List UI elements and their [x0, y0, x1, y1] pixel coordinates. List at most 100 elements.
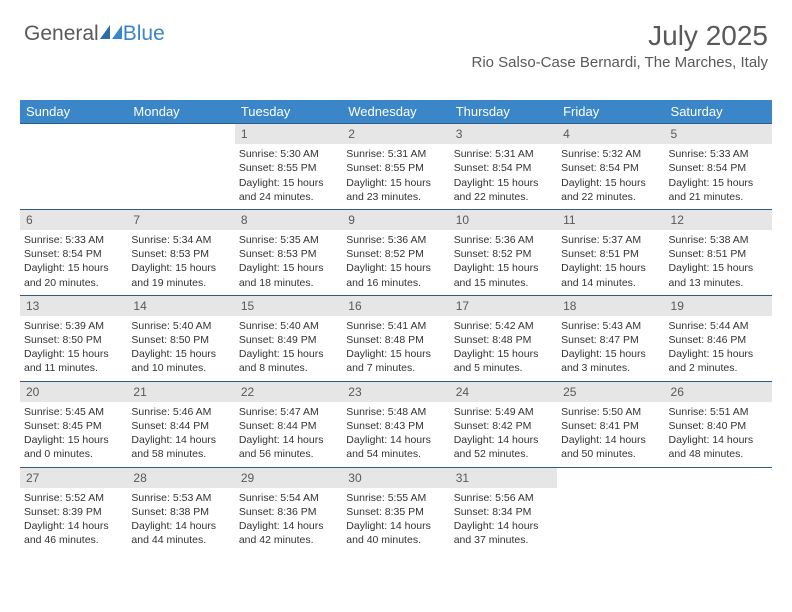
day-cell: 26Sunrise: 5:51 AMSunset: 8:40 PMDayligh… [665, 382, 772, 467]
location-text: Rio Salso-Case Bernardi, The Marches, It… [471, 54, 768, 71]
week-row: 13Sunrise: 5:39 AMSunset: 8:50 PMDayligh… [20, 295, 772, 381]
day-cell: 3Sunrise: 5:31 AMSunset: 8:54 PMDaylight… [450, 124, 557, 209]
day-cell: 7Sunrise: 5:34 AMSunset: 8:53 PMDaylight… [127, 210, 234, 295]
day-number: 21 [127, 382, 234, 402]
day-body: Sunrise: 5:54 AMSunset: 8:36 PMDaylight:… [235, 488, 342, 553]
day-body: Sunrise: 5:46 AMSunset: 8:44 PMDaylight:… [127, 402, 234, 467]
day-cell: 22Sunrise: 5:47 AMSunset: 8:44 PMDayligh… [235, 382, 342, 467]
day-number: 30 [342, 468, 449, 488]
brand-text-general: General [24, 22, 99, 46]
day-number: 9 [342, 210, 449, 230]
day-body: Sunrise: 5:40 AMSunset: 8:50 PMDaylight:… [127, 316, 234, 381]
day-cell [127, 124, 234, 209]
day-body: Sunrise: 5:33 AMSunset: 8:54 PMDaylight:… [665, 144, 772, 209]
day-number: 24 [450, 382, 557, 402]
day-cell: 17Sunrise: 5:42 AMSunset: 8:48 PMDayligh… [450, 296, 557, 381]
week-row: 20Sunrise: 5:45 AMSunset: 8:45 PMDayligh… [20, 381, 772, 467]
day-number: 17 [450, 296, 557, 316]
day-number: 5 [665, 124, 772, 144]
day-body: Sunrise: 5:47 AMSunset: 8:44 PMDaylight:… [235, 402, 342, 467]
dow-cell: Sunday [20, 100, 127, 123]
day-number: 29 [235, 468, 342, 488]
day-body: Sunrise: 5:37 AMSunset: 8:51 PMDaylight:… [557, 230, 664, 295]
day-cell: 15Sunrise: 5:40 AMSunset: 8:49 PMDayligh… [235, 296, 342, 381]
day-body: Sunrise: 5:53 AMSunset: 8:38 PMDaylight:… [127, 488, 234, 553]
brand-logo: General Blue [24, 22, 165, 46]
day-number: 19 [665, 296, 772, 316]
calendar-grid: SundayMondayTuesdayWednesdayThursdayFrid… [20, 100, 772, 552]
day-cell: 13Sunrise: 5:39 AMSunset: 8:50 PMDayligh… [20, 296, 127, 381]
dow-cell: Tuesday [235, 100, 342, 123]
day-cell: 10Sunrise: 5:36 AMSunset: 8:52 PMDayligh… [450, 210, 557, 295]
page: General Blue July 2025 Rio Salso-Case Be… [0, 0, 792, 612]
day-cell: 29Sunrise: 5:54 AMSunset: 8:36 PMDayligh… [235, 468, 342, 553]
day-body: Sunrise: 5:49 AMSunset: 8:42 PMDaylight:… [450, 402, 557, 467]
day-number: 25 [557, 382, 664, 402]
day-body: Sunrise: 5:45 AMSunset: 8:45 PMDaylight:… [20, 402, 127, 467]
day-body: Sunrise: 5:36 AMSunset: 8:52 PMDaylight:… [342, 230, 449, 295]
day-body: Sunrise: 5:48 AMSunset: 8:43 PMDaylight:… [342, 402, 449, 467]
day-cell [557, 468, 664, 553]
week-row: 1Sunrise: 5:30 AMSunset: 8:55 PMDaylight… [20, 123, 772, 209]
day-number: 16 [342, 296, 449, 316]
day-cell: 12Sunrise: 5:38 AMSunset: 8:51 PMDayligh… [665, 210, 772, 295]
day-body: Sunrise: 5:35 AMSunset: 8:53 PMDaylight:… [235, 230, 342, 295]
weeks-container: 1Sunrise: 5:30 AMSunset: 8:55 PMDaylight… [20, 123, 772, 552]
day-body: Sunrise: 5:39 AMSunset: 8:50 PMDaylight:… [20, 316, 127, 381]
day-body: Sunrise: 5:30 AMSunset: 8:55 PMDaylight:… [235, 144, 342, 209]
week-row: 27Sunrise: 5:52 AMSunset: 8:39 PMDayligh… [20, 467, 772, 553]
day-number: 14 [127, 296, 234, 316]
day-cell: 18Sunrise: 5:43 AMSunset: 8:47 PMDayligh… [557, 296, 664, 381]
day-number: 27 [20, 468, 127, 488]
day-cell: 20Sunrise: 5:45 AMSunset: 8:45 PMDayligh… [20, 382, 127, 467]
day-body: Sunrise: 5:40 AMSunset: 8:49 PMDaylight:… [235, 316, 342, 381]
month-title: July 2025 [471, 20, 768, 52]
day-number: 23 [342, 382, 449, 402]
day-cell: 28Sunrise: 5:53 AMSunset: 8:38 PMDayligh… [127, 468, 234, 553]
day-cell: 8Sunrise: 5:35 AMSunset: 8:53 PMDaylight… [235, 210, 342, 295]
brand-sail-icon [100, 25, 122, 39]
day-body: Sunrise: 5:43 AMSunset: 8:47 PMDaylight:… [557, 316, 664, 381]
day-number: 1 [235, 124, 342, 144]
day-of-week-header: SundayMondayTuesdayWednesdayThursdayFrid… [20, 100, 772, 123]
day-body: Sunrise: 5:33 AMSunset: 8:54 PMDaylight:… [20, 230, 127, 295]
day-body: Sunrise: 5:56 AMSunset: 8:34 PMDaylight:… [450, 488, 557, 553]
day-body: Sunrise: 5:36 AMSunset: 8:52 PMDaylight:… [450, 230, 557, 295]
day-cell: 9Sunrise: 5:36 AMSunset: 8:52 PMDaylight… [342, 210, 449, 295]
day-number: 28 [127, 468, 234, 488]
day-cell: 23Sunrise: 5:48 AMSunset: 8:43 PMDayligh… [342, 382, 449, 467]
dow-cell: Wednesday [342, 100, 449, 123]
day-body: Sunrise: 5:42 AMSunset: 8:48 PMDaylight:… [450, 316, 557, 381]
day-number: 11 [557, 210, 664, 230]
day-body: Sunrise: 5:31 AMSunset: 8:54 PMDaylight:… [450, 144, 557, 209]
day-body: Sunrise: 5:51 AMSunset: 8:40 PMDaylight:… [665, 402, 772, 467]
week-row: 6Sunrise: 5:33 AMSunset: 8:54 PMDaylight… [20, 209, 772, 295]
day-body: Sunrise: 5:38 AMSunset: 8:51 PMDaylight:… [665, 230, 772, 295]
day-body: Sunrise: 5:44 AMSunset: 8:46 PMDaylight:… [665, 316, 772, 381]
dow-cell: Saturday [665, 100, 772, 123]
day-cell: 16Sunrise: 5:41 AMSunset: 8:48 PMDayligh… [342, 296, 449, 381]
dow-cell: Friday [557, 100, 664, 123]
day-number: 31 [450, 468, 557, 488]
day-number: 18 [557, 296, 664, 316]
day-cell: 1Sunrise: 5:30 AMSunset: 8:55 PMDaylight… [235, 124, 342, 209]
day-cell: 24Sunrise: 5:49 AMSunset: 8:42 PMDayligh… [450, 382, 557, 467]
day-cell: 6Sunrise: 5:33 AMSunset: 8:54 PMDaylight… [20, 210, 127, 295]
day-cell: 25Sunrise: 5:50 AMSunset: 8:41 PMDayligh… [557, 382, 664, 467]
dow-cell: Monday [127, 100, 234, 123]
day-body: Sunrise: 5:55 AMSunset: 8:35 PMDaylight:… [342, 488, 449, 553]
day-cell: 31Sunrise: 5:56 AMSunset: 8:34 PMDayligh… [450, 468, 557, 553]
day-cell: 11Sunrise: 5:37 AMSunset: 8:51 PMDayligh… [557, 210, 664, 295]
day-cell: 5Sunrise: 5:33 AMSunset: 8:54 PMDaylight… [665, 124, 772, 209]
day-number: 15 [235, 296, 342, 316]
day-body: Sunrise: 5:31 AMSunset: 8:55 PMDaylight:… [342, 144, 449, 209]
day-cell: 19Sunrise: 5:44 AMSunset: 8:46 PMDayligh… [665, 296, 772, 381]
day-cell: 30Sunrise: 5:55 AMSunset: 8:35 PMDayligh… [342, 468, 449, 553]
day-cell: 14Sunrise: 5:40 AMSunset: 8:50 PMDayligh… [127, 296, 234, 381]
day-body: Sunrise: 5:34 AMSunset: 8:53 PMDaylight:… [127, 230, 234, 295]
day-number: 13 [20, 296, 127, 316]
day-number: 22 [235, 382, 342, 402]
day-number: 6 [20, 210, 127, 230]
day-cell: 21Sunrise: 5:46 AMSunset: 8:44 PMDayligh… [127, 382, 234, 467]
dow-cell: Thursday [450, 100, 557, 123]
